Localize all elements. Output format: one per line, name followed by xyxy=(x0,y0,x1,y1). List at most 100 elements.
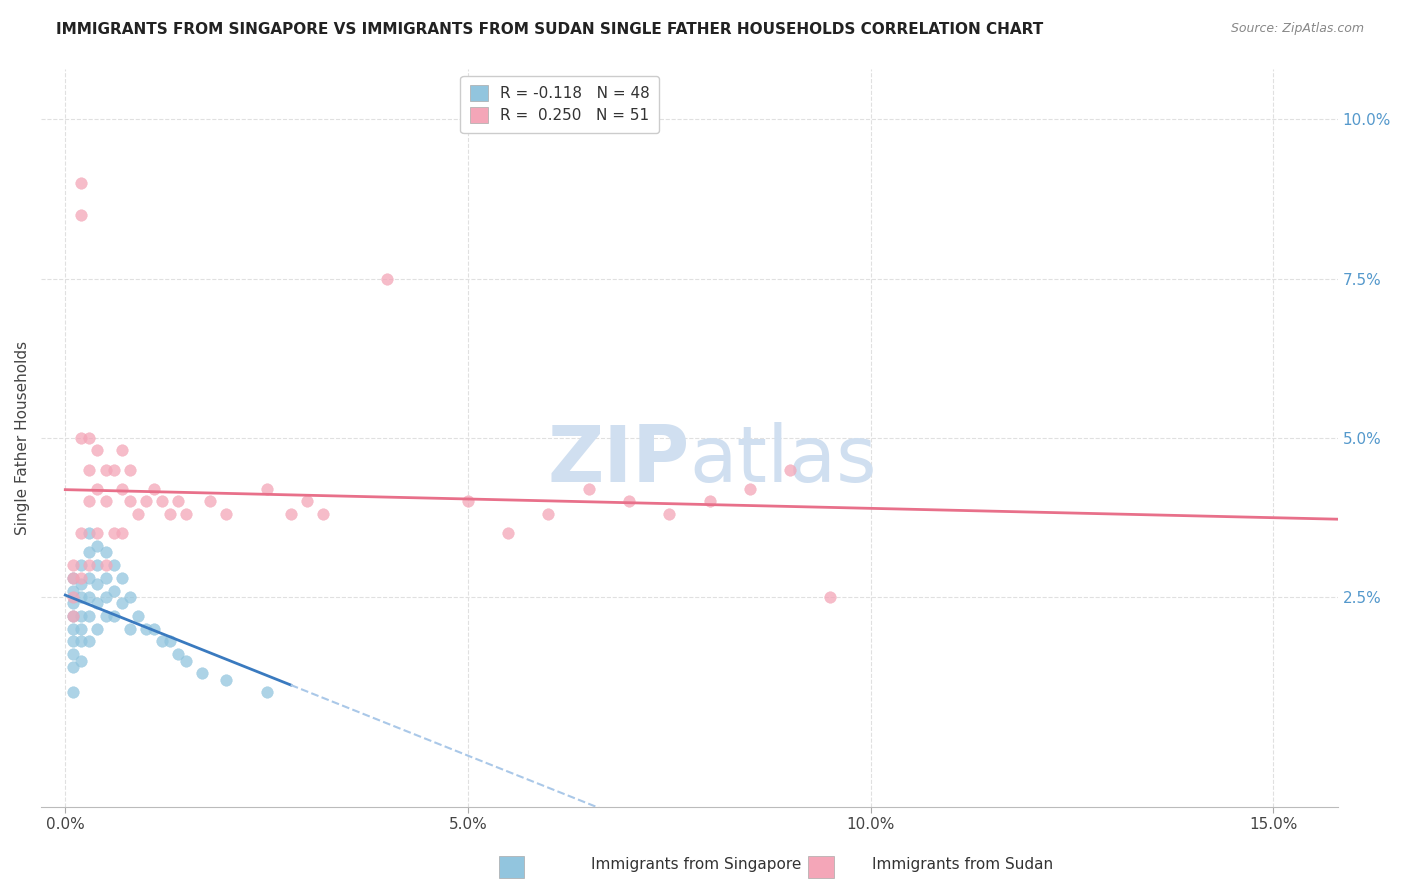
Point xyxy=(79,526,101,541)
Point xyxy=(457,494,479,508)
Point xyxy=(377,271,399,285)
Point xyxy=(86,577,108,591)
Point xyxy=(70,526,93,541)
Point xyxy=(94,571,117,585)
Point xyxy=(86,482,108,496)
Point xyxy=(62,609,84,624)
Point xyxy=(62,571,84,585)
Point xyxy=(70,634,93,648)
Point xyxy=(62,660,84,674)
Point xyxy=(142,622,165,636)
Point xyxy=(62,590,84,604)
Point xyxy=(79,545,101,559)
Point xyxy=(86,539,108,553)
Point xyxy=(738,482,761,496)
Point xyxy=(62,583,84,598)
Legend: R = -0.118   N = 48, R =  0.250   N = 51: R = -0.118 N = 48, R = 0.250 N = 51 xyxy=(460,76,659,133)
Point xyxy=(167,494,190,508)
Point xyxy=(174,654,197,668)
Point xyxy=(94,558,117,572)
Point xyxy=(191,666,214,681)
Point xyxy=(118,590,141,604)
Point xyxy=(62,685,84,699)
Point xyxy=(94,545,117,559)
Point xyxy=(118,622,141,636)
Point xyxy=(111,526,134,541)
Point xyxy=(496,526,519,541)
Point xyxy=(79,634,101,648)
Point xyxy=(79,590,101,604)
Point xyxy=(94,462,117,476)
Point xyxy=(215,507,238,521)
Point xyxy=(70,558,93,572)
Point xyxy=(118,494,141,508)
Point xyxy=(62,622,84,636)
Point xyxy=(658,507,681,521)
Point xyxy=(111,482,134,496)
Point xyxy=(103,583,125,598)
Point xyxy=(70,577,93,591)
Point xyxy=(159,634,181,648)
Point xyxy=(295,494,318,508)
Point xyxy=(256,685,278,699)
Text: Immigrants from Singapore: Immigrants from Singapore xyxy=(591,857,801,872)
Text: atlas: atlas xyxy=(689,422,877,498)
Point xyxy=(312,507,335,521)
Point xyxy=(79,571,101,585)
Y-axis label: Single Father Households: Single Father Households xyxy=(15,341,30,535)
Point xyxy=(256,482,278,496)
Point xyxy=(70,208,93,222)
Point xyxy=(86,558,108,572)
Point xyxy=(215,673,238,687)
Point xyxy=(86,526,108,541)
Point xyxy=(617,494,640,508)
Point xyxy=(142,482,165,496)
Text: Immigrants from Sudan: Immigrants from Sudan xyxy=(872,857,1053,872)
Point xyxy=(111,571,134,585)
Point xyxy=(70,176,93,190)
Point xyxy=(86,596,108,610)
Point xyxy=(62,647,84,661)
Point xyxy=(94,494,117,508)
Point xyxy=(280,507,302,521)
Point xyxy=(174,507,197,521)
Text: Source: ZipAtlas.com: Source: ZipAtlas.com xyxy=(1230,22,1364,36)
Point xyxy=(62,609,84,624)
Text: ZIP: ZIP xyxy=(547,422,689,498)
Point xyxy=(70,609,93,624)
Point xyxy=(111,443,134,458)
Point xyxy=(79,558,101,572)
Point xyxy=(127,507,149,521)
Point xyxy=(200,494,222,508)
Point xyxy=(150,494,173,508)
Point xyxy=(86,622,108,636)
Point xyxy=(62,634,84,648)
Point xyxy=(94,590,117,604)
Point xyxy=(79,462,101,476)
Point xyxy=(150,634,173,648)
Point xyxy=(167,647,190,661)
Point xyxy=(820,590,842,604)
Point xyxy=(159,507,181,521)
Point xyxy=(103,462,125,476)
Point xyxy=(70,654,93,668)
Point xyxy=(94,609,117,624)
Point xyxy=(699,494,721,508)
Point xyxy=(135,494,157,508)
Point xyxy=(103,526,125,541)
Point xyxy=(537,507,560,521)
Point xyxy=(103,558,125,572)
Point xyxy=(62,571,84,585)
Point xyxy=(79,494,101,508)
Point xyxy=(111,596,134,610)
Point xyxy=(62,558,84,572)
Point xyxy=(578,482,600,496)
Text: IMMIGRANTS FROM SINGAPORE VS IMMIGRANTS FROM SUDAN SINGLE FATHER HOUSEHOLDS CORR: IMMIGRANTS FROM SINGAPORE VS IMMIGRANTS … xyxy=(56,22,1043,37)
Point xyxy=(103,609,125,624)
Point xyxy=(118,462,141,476)
Point xyxy=(70,431,93,445)
Point xyxy=(86,443,108,458)
Point xyxy=(70,622,93,636)
Point xyxy=(135,622,157,636)
Point xyxy=(79,609,101,624)
